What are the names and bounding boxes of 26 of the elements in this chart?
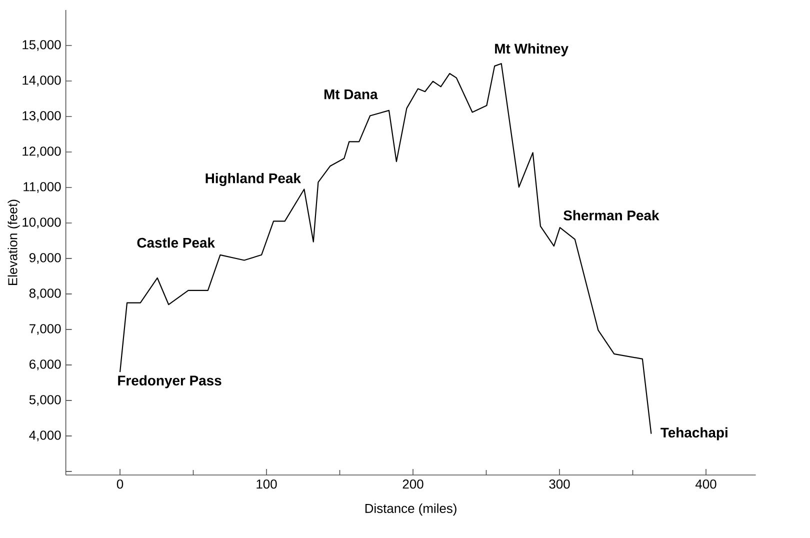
annotation: Mt Whitney bbox=[495, 43, 568, 56]
annotation: Tehachapi bbox=[660, 427, 728, 440]
y-tick-label: 13,000 bbox=[22, 111, 61, 122]
annotation: Sherman Peak bbox=[564, 210, 660, 220]
annotation: Mt Dana bbox=[324, 90, 378, 100]
x-tick-label: 100 bbox=[256, 479, 277, 489]
annotation: Fredonyer Pass bbox=[118, 375, 222, 388]
annotation: Highland Peak bbox=[206, 172, 301, 186]
x-tick-label: 200 bbox=[402, 479, 424, 489]
y-tick-label: 4,000 bbox=[29, 430, 61, 442]
x-tick-label: 0 bbox=[116, 479, 124, 489]
x-axis-title: Distance (miles) bbox=[365, 503, 456, 516]
x-tick-label: 300 bbox=[549, 479, 570, 489]
annotation: Castle Peak bbox=[137, 237, 216, 248]
y-tick-label: 12,000 bbox=[22, 146, 61, 158]
y-tick-label: 8,000 bbox=[29, 288, 61, 300]
y-tick-label: 15,000 bbox=[22, 40, 61, 51]
y-tick-label: 7,000 bbox=[30, 324, 61, 335]
y-tick-label: 11,000 bbox=[24, 182, 61, 193]
y-tick-label: 14,000 bbox=[22, 76, 61, 86]
y-tick-label: 10,000 bbox=[22, 218, 61, 228]
y-tick-label: 6,000 bbox=[30, 360, 61, 370]
y-tick-label: 9,000 bbox=[29, 253, 61, 264]
x-tick-label: 400 bbox=[695, 479, 716, 489]
y-axis-title: Elevation (feet) bbox=[8, 200, 20, 285]
y-tick-label: 5,000 bbox=[29, 395, 61, 406]
